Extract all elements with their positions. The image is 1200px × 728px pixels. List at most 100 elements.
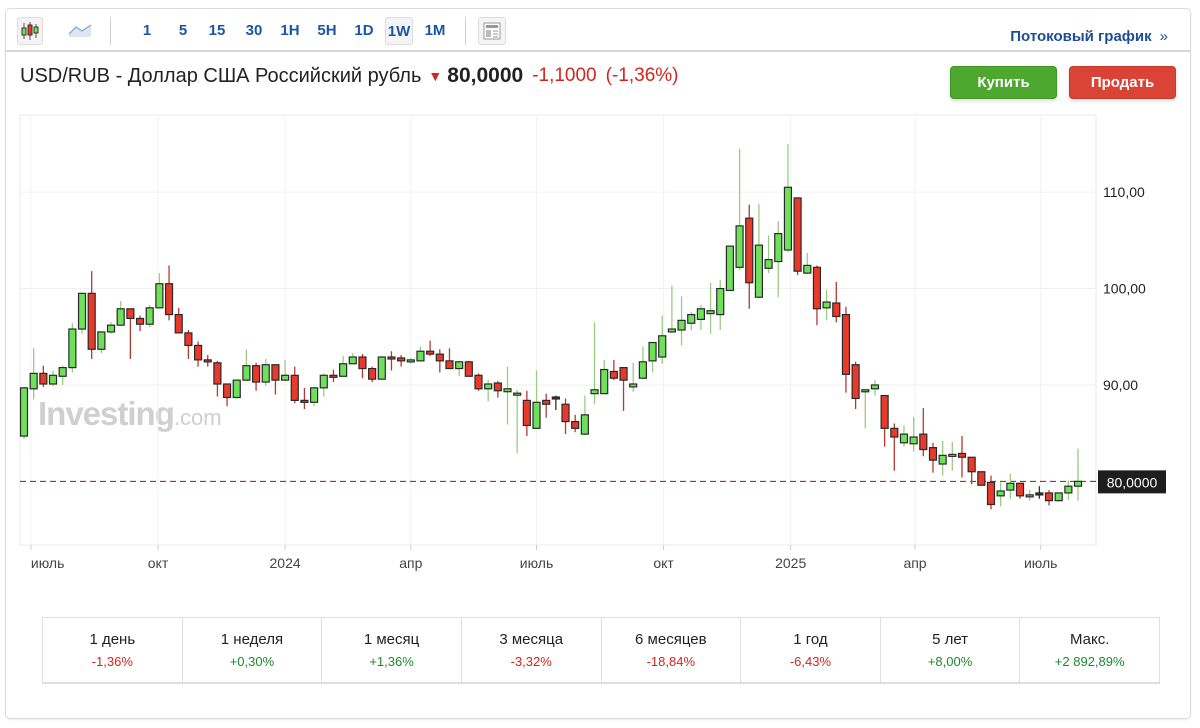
candle-body <box>290 374 299 401</box>
x-tick-label: окт <box>148 555 169 571</box>
candle-body <box>339 363 348 377</box>
toolbar-divider <box>465 17 466 45</box>
candle-body <box>551 396 560 400</box>
performance-cell: 1 месяц +1,36% <box>322 618 462 682</box>
period-change: +8,00% <box>927 654 973 669</box>
candle-body <box>300 399 309 403</box>
candle-body <box>532 401 541 429</box>
candle-body <box>426 350 435 355</box>
candle-body <box>87 292 96 350</box>
sell-button[interactable]: Продать <box>1069 66 1176 99</box>
candle-body <box>745 217 754 284</box>
interval-1d[interactable]: 1D <box>354 21 374 39</box>
buy-button[interactable]: Купить <box>950 66 1057 99</box>
toolbar-divider <box>110 17 111 45</box>
area-chart-icon <box>68 24 92 37</box>
interval-30[interactable]: 30 <box>245 21 263 39</box>
candle-body <box>19 387 29 437</box>
candle-body <box>706 310 715 315</box>
x-tick-label: апр <box>903 555 926 571</box>
candle-body <box>561 403 570 423</box>
period-label: 5 лет <box>932 631 969 648</box>
candle-body <box>861 389 870 393</box>
candle-body <box>967 456 976 473</box>
candle-body <box>571 420 580 429</box>
candle-body <box>880 394 889 429</box>
candle-body <box>184 332 193 347</box>
candle-body <box>890 427 899 438</box>
candle-body <box>493 382 502 392</box>
candle-body <box>106 324 116 333</box>
current-price-label: 80,0000 <box>1107 474 1158 490</box>
candle-body <box>812 266 822 310</box>
candle-body <box>310 387 319 403</box>
interval-15[interactable]: 15 <box>208 21 226 39</box>
performance-cell: 1 день -1,36% <box>43 618 183 682</box>
candlestick-chart-button[interactable] <box>17 17 43 45</box>
candle-body <box>358 356 367 370</box>
chart-toolbar: 1 5 15 30 1H 5H 1D 1W 1M Потоковый график» <box>5 8 1190 52</box>
candle-body <box>1035 492 1044 496</box>
candle-body <box>193 344 203 361</box>
news-layout-icon <box>483 22 501 40</box>
candle-body <box>232 379 241 399</box>
candle-body <box>77 292 87 330</box>
streaming-chart-link[interactable]: Потоковый график » <box>1010 28 1168 45</box>
candle-body <box>600 368 609 395</box>
candle-body <box>764 259 773 269</box>
period-change: -18,84% <box>646 654 696 669</box>
interval-1m[interactable]: 1M <box>424 21 446 39</box>
period-change: +2 892,89% <box>1054 654 1125 669</box>
candle-body <box>135 317 145 325</box>
candle-body <box>667 328 676 333</box>
candle-body <box>474 374 483 390</box>
period-change: -6,43% <box>789 654 832 669</box>
candle-body <box>280 374 290 381</box>
period-label: Макс. <box>1069 631 1110 648</box>
interval-1w[interactable]: 1W <box>385 17 413 45</box>
interval-5[interactable]: 5 <box>178 21 188 39</box>
candle-body <box>696 308 706 320</box>
candle-body <box>68 328 77 369</box>
candle-body <box>155 283 164 309</box>
y-tick-label: 110,00 <box>1103 184 1145 200</box>
interval-1[interactable]: 1 <box>142 21 152 39</box>
interval-1h[interactable]: 1H <box>280 21 300 39</box>
candle-body <box>484 383 493 390</box>
x-tick-label: 2025 <box>775 555 806 571</box>
candle-body <box>996 490 1005 497</box>
candle-body <box>851 364 860 400</box>
current-price-badge <box>1098 470 1166 494</box>
candle-body <box>513 392 522 396</box>
candle-body <box>174 313 183 334</box>
candle-body <box>957 452 967 458</box>
interval-5h[interactable]: 5H <box>317 21 337 39</box>
candle-body <box>387 356 396 360</box>
period-label: 1 день <box>89 631 136 648</box>
x-tick-label: июль <box>1024 555 1057 571</box>
candle-body <box>416 350 425 362</box>
area-chart-button[interactable] <box>67 17 93 43</box>
candle-body <box>948 453 957 457</box>
candle-body <box>455 361 464 370</box>
candle-body <box>1054 492 1063 502</box>
candle-body <box>580 414 589 435</box>
candle-body <box>609 370 618 379</box>
candle-body <box>629 383 638 388</box>
candle-body <box>1064 485 1073 494</box>
streaming-chart-label: Потоковый график <box>1010 28 1152 45</box>
candle-body <box>39 372 48 385</box>
candle-body <box>870 384 880 390</box>
candle-body <box>909 436 918 445</box>
candle-body <box>503 388 512 393</box>
price-change-percent: (-1,36%) <box>605 65 679 86</box>
candle-body <box>783 186 793 251</box>
candle-body <box>841 313 851 375</box>
candle-body <box>1044 492 1054 502</box>
candle-body <box>242 365 251 381</box>
chart-card <box>5 8 1191 719</box>
performance-cell: 5 лет +8,00% <box>881 618 1021 682</box>
layout-button[interactable] <box>478 17 506 45</box>
instrument-title: USD/RUB - Доллар США Российский рубль <box>20 64 422 87</box>
